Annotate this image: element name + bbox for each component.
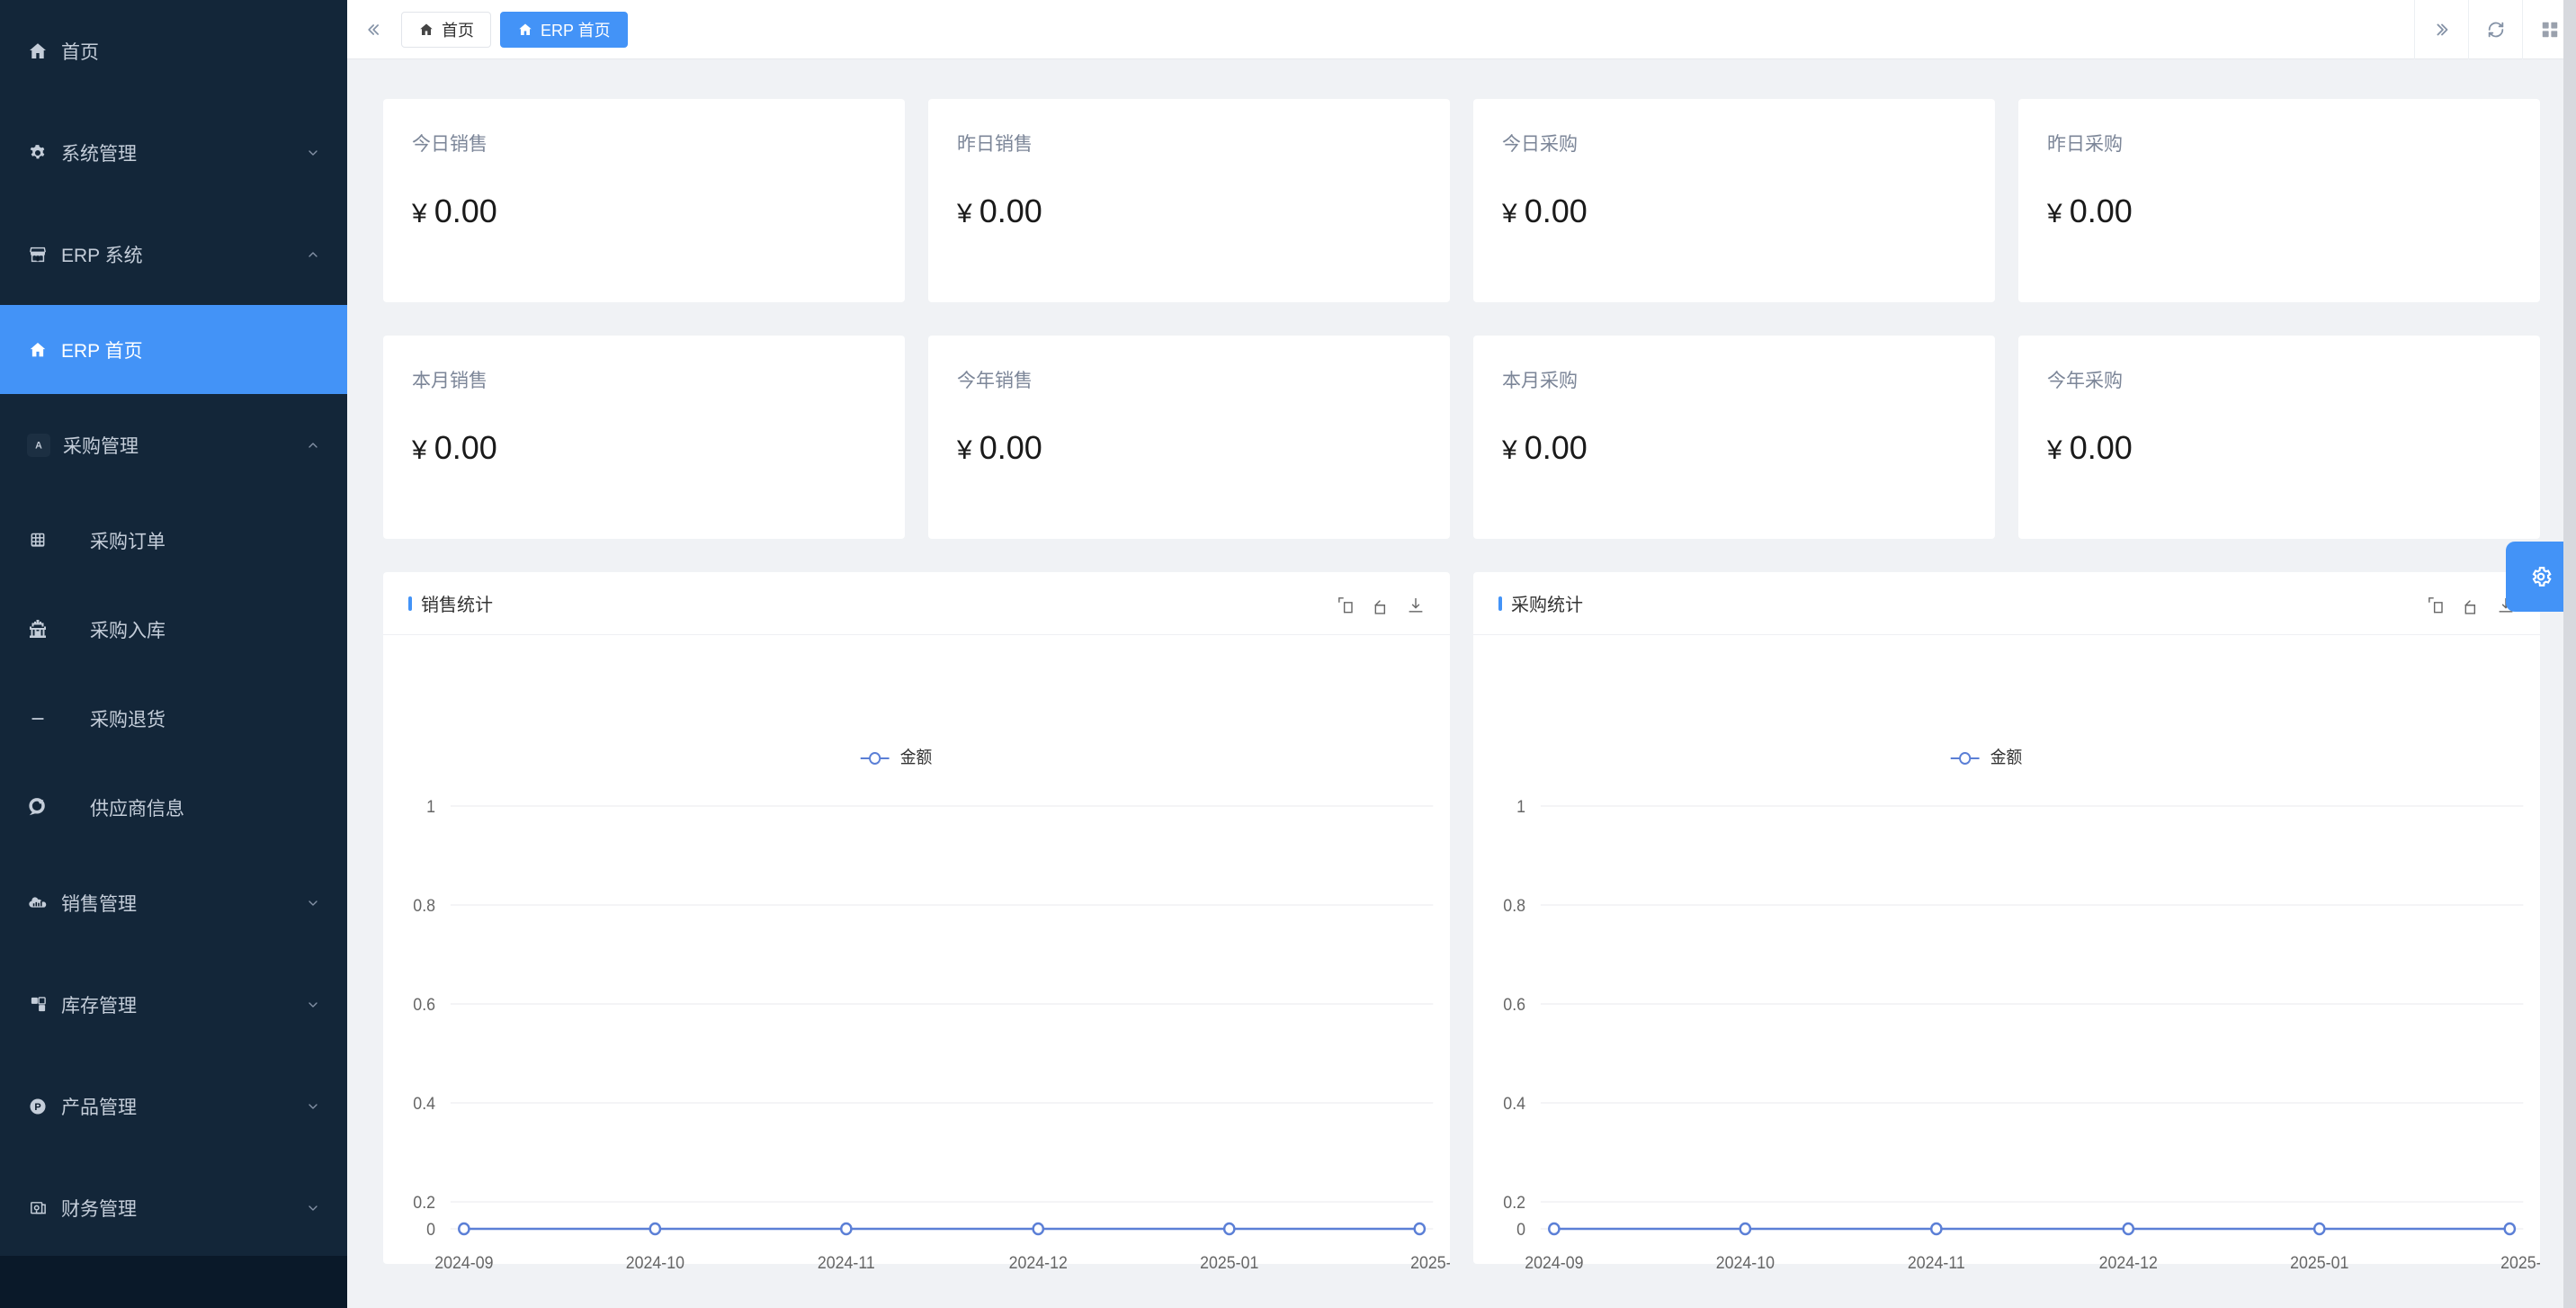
svg-text:1: 1 (1516, 796, 1525, 816)
svg-text:0.6: 0.6 (1503, 994, 1525, 1014)
svg-text:金额: 金额 (1990, 747, 2023, 766)
svg-text:0: 0 (1516, 1219, 1525, 1239)
svg-text:1: 1 (426, 796, 435, 816)
svg-text:0.4: 0.4 (1503, 1093, 1525, 1113)
svg-text:0.8: 0.8 (413, 895, 435, 915)
svg-text:0: 0 (426, 1219, 435, 1239)
svg-text:0.2: 0.2 (1503, 1192, 1525, 1212)
svg-text:0.6: 0.6 (413, 994, 435, 1014)
svg-text:0.8: 0.8 (1503, 895, 1525, 915)
svg-text:P: P (34, 1102, 40, 1113)
svg-text:2024-09: 2024-09 (434, 1252, 493, 1272)
svg-text:0.4: 0.4 (413, 1093, 435, 1113)
svg-text:A: A (35, 440, 42, 451)
svg-text:2025-02: 2025-02 (1410, 1252, 1450, 1272)
svg-text:2024-11: 2024-11 (1908, 1252, 1965, 1272)
svg-text:0.2: 0.2 (413, 1192, 435, 1212)
svg-text:2024-12: 2024-12 (2099, 1252, 2158, 1272)
svg-text:金额: 金额 (900, 747, 933, 766)
svg-text:2024-10: 2024-10 (1716, 1252, 1775, 1272)
svg-text:2024-12: 2024-12 (1009, 1252, 1068, 1272)
svg-text:2024-09: 2024-09 (1525, 1252, 1583, 1272)
svg-text:2025-01: 2025-01 (2290, 1252, 2348, 1272)
svg-text:2024-11: 2024-11 (818, 1252, 875, 1272)
svg-text:2025-02: 2025-02 (2500, 1252, 2540, 1272)
svg-text:2025-01: 2025-01 (1200, 1252, 1258, 1272)
svg-text:2024-10: 2024-10 (626, 1252, 684, 1272)
